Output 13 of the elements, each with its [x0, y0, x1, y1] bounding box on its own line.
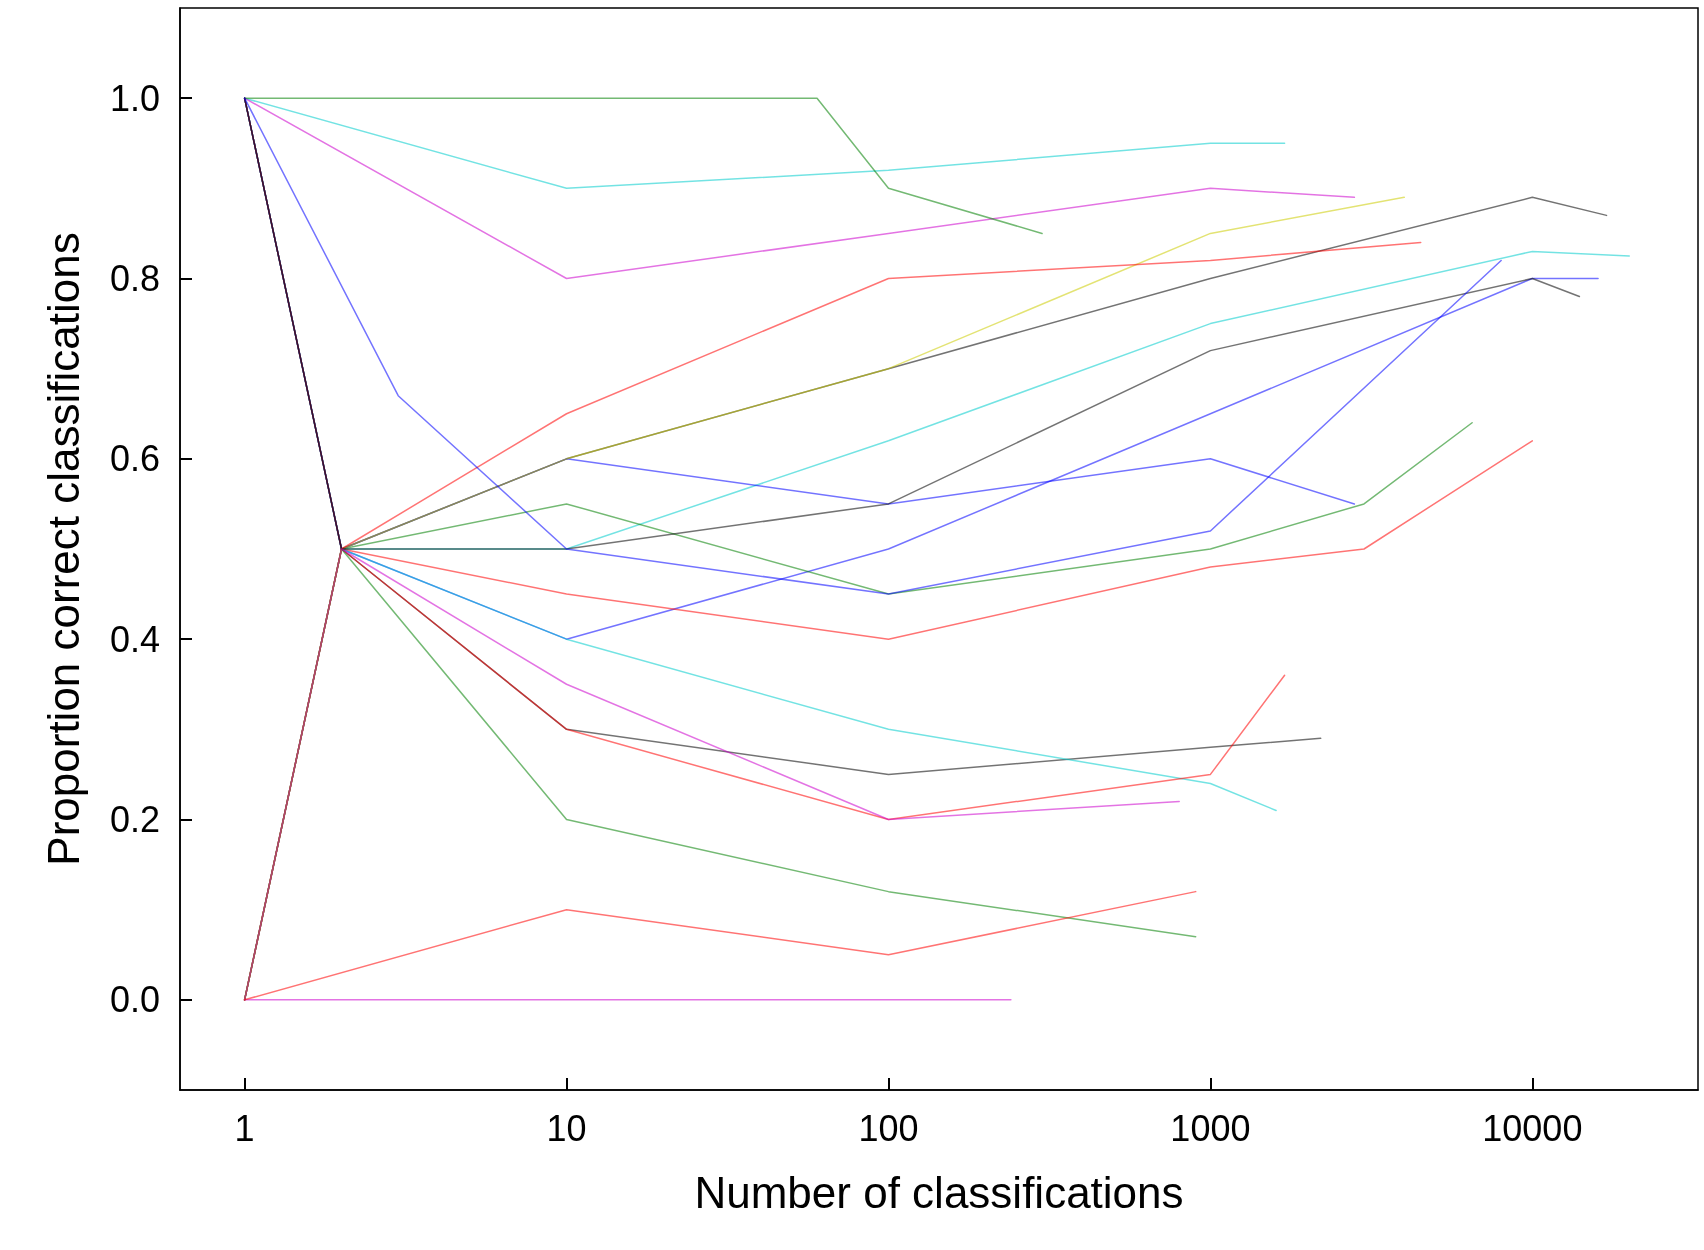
x-tick-label: 10000	[1482, 1107, 1583, 1149]
y-tick-label: 1.0	[109, 77, 160, 119]
x-tick-label: 10	[546, 1107, 587, 1149]
y-tick-label: 0.4	[109, 618, 160, 660]
x-axis-title: Number of classifications	[694, 1167, 1184, 1217]
y-tick-label: 0.6	[109, 438, 160, 480]
y-tick-label: 0.0	[109, 979, 160, 1021]
y-axis-title: Proportion correct classifications	[38, 232, 88, 866]
x-tick-label: 1000	[1170, 1107, 1251, 1149]
x-tick-label: 1	[234, 1107, 255, 1149]
x-tick-label: 100	[858, 1107, 919, 1149]
y-tick-label: 0.2	[109, 799, 160, 840]
y-tick-label: 0.8	[109, 258, 160, 299]
